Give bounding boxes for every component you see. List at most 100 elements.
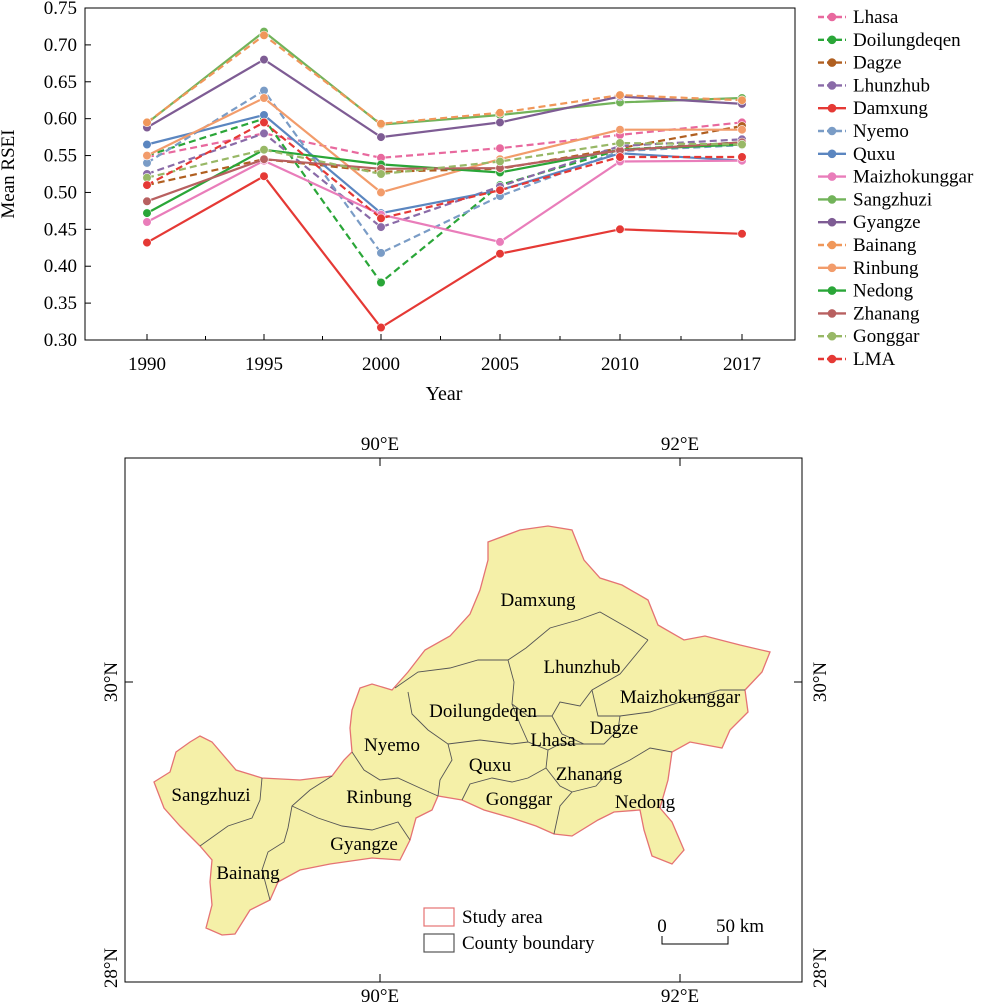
legend-study-area-label: Study area [462, 907, 543, 928]
legend-item: Sangzhuzi [818, 189, 932, 210]
y-tick-label: 0.65 [44, 72, 77, 93]
data-point [259, 128, 269, 138]
data-point [259, 93, 269, 103]
x-tick-label: 2017 [723, 354, 761, 375]
legend-label: Lhasa [853, 7, 899, 28]
data-point [376, 119, 386, 129]
legend-label: Rinbung [853, 258, 919, 279]
data-point [495, 185, 505, 195]
legend-label: Lhunzhub [853, 75, 930, 96]
legend-marker [827, 286, 837, 295]
data-point [495, 143, 505, 153]
series-layer [142, 26, 747, 333]
y-axis-title: Mean RSEI [0, 129, 19, 218]
legend-marker [827, 263, 837, 273]
legend-label: Quxu [853, 144, 896, 165]
data-point [376, 187, 386, 197]
data-point [737, 95, 747, 105]
series-line [146, 30, 743, 126]
scale-bar: 0 50 km [657, 916, 764, 945]
map-ticks [125, 458, 802, 983]
data-point [495, 237, 505, 247]
legend-item: Doilungdeqen [818, 30, 961, 51]
lon-label-bottom-90: 90°E [361, 986, 399, 1006]
data-point [142, 217, 152, 227]
x-tick-label: 2005 [481, 354, 519, 375]
series-line [146, 121, 743, 159]
legend-item: Lhunzhub [818, 75, 930, 96]
y-tick-label: 0.55 [44, 146, 77, 167]
legend-label: Gyangze [853, 212, 921, 233]
legend-marker [827, 58, 837, 67]
series-line [146, 121, 742, 220]
x-tick-label: 2010 [601, 354, 639, 375]
legend-item: Quxu [818, 144, 896, 165]
legend-item: Gyangze [818, 212, 921, 233]
data-point [142, 117, 152, 127]
series-damxung [142, 171, 747, 333]
series-quxu [142, 110, 747, 218]
y-tick-label: 0.75 [44, 0, 77, 19]
data-point [142, 196, 152, 206]
legend-marker [827, 12, 837, 22]
county-label-gonggar: Gonggar [486, 789, 553, 810]
data-point [376, 248, 386, 258]
legend-item: Lhasa [818, 7, 899, 28]
county-label-lhasa: Lhasa [530, 730, 576, 751]
data-point [737, 229, 747, 239]
series-rinbung [142, 93, 747, 197]
x-axis: 1990 1995 2000 2005 2010 2017 [128, 334, 761, 375]
legend-label: Gonggar [853, 326, 920, 347]
lon-label-top-90: 90°E [361, 434, 399, 455]
data-point [259, 171, 269, 181]
data-point [376, 132, 386, 142]
data-point [615, 152, 625, 162]
series-line [146, 33, 743, 125]
data-point [495, 108, 505, 118]
scale-bar-end: 50 km [716, 916, 764, 937]
series-bainang [142, 30, 747, 129]
legend-label: Zhanang [853, 303, 920, 324]
map-panel: 90°E 92°E 90°E 92°E 30°N 28°N 30°N 28°N [101, 434, 831, 1006]
y-tick-label: 0.35 [44, 293, 77, 314]
county-label-nedong: Nedong [615, 792, 676, 813]
lat-label-left-28: 28°N [101, 948, 122, 989]
county-label-quxu: Quxu [469, 755, 512, 776]
legend-item: Nyemo [818, 121, 909, 142]
series-line [146, 58, 743, 139]
legend-item: Damxung [818, 98, 928, 119]
legend-marker [827, 217, 837, 227]
county-label-zhanang: Zhanang [556, 764, 623, 785]
legend-county-swatch [423, 933, 455, 953]
county-boundaries [199, 611, 745, 901]
data-point [615, 125, 625, 135]
data-point [142, 238, 152, 248]
legend-label: Maizhokunggar [853, 167, 974, 188]
series-line [146, 141, 743, 179]
legend-item: Maizhokunggar [818, 167, 974, 188]
x-tick-label: 1995 [245, 354, 283, 375]
county-label-dagze: Dagze [590, 718, 639, 739]
data-point [495, 117, 505, 127]
data-point [737, 152, 747, 162]
data-point [259, 145, 269, 155]
series-lma [142, 117, 747, 223]
data-point [615, 138, 625, 148]
lat-label-left-30: 30°N [101, 662, 122, 703]
legend-item: LMA [818, 349, 896, 370]
legend-item: Zhanang [818, 303, 920, 324]
county-label-lhunzhub: Lhunzhub [543, 657, 620, 678]
study-area-shape [153, 525, 771, 936]
x-tick-label: 2000 [362, 354, 400, 375]
legend-marker [827, 81, 837, 90]
legend-marker [827, 126, 837, 136]
legend-marker [827, 331, 837, 341]
series-gonggar [142, 138, 747, 183]
data-point [615, 90, 625, 100]
legend-marker [827, 309, 837, 318]
series-zhanang [142, 137, 747, 206]
data-point [376, 322, 386, 333]
county-label-sangzhuzi: Sangzhuzi [171, 785, 250, 806]
